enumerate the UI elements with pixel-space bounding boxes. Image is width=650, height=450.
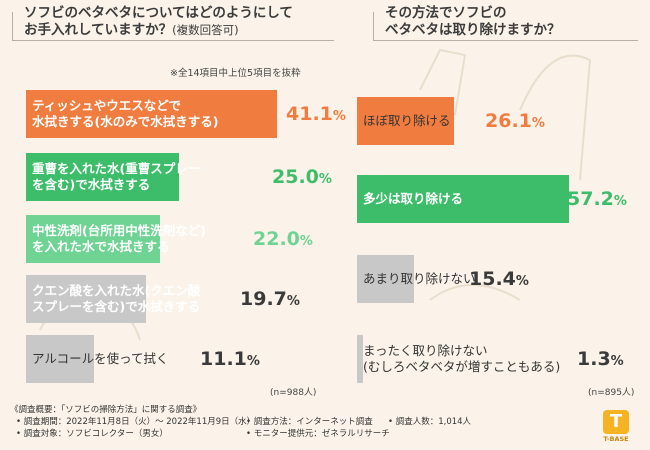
bar-2	[357, 175, 569, 223]
note-text: ※全14項目中上位5項目を抜粋	[170, 68, 301, 79]
bar-label-line: 水拭きする(水のみで水拭きする)	[32, 114, 219, 129]
bar-value-4: 19.7%	[240, 289, 300, 312]
value-number: 15.4	[469, 268, 516, 290]
value-unit: %	[286, 294, 300, 309]
right-panel: その方法でソフビの ベタベタは取り除けますか？ ほぼ取り除ける 26.1% 多少は取…	[345, 0, 650, 405]
bar-value-1: 41.1%	[286, 104, 346, 127]
survey-target: • 調査対象：ソフビコレクター（男女）	[16, 429, 168, 439]
value-number: 57.2	[567, 188, 614, 210]
bar-label-3: 中性洗剤(台所用中性洗剤など) を入れた水で水拭きする	[32, 223, 206, 255]
value-number: 1.3	[577, 348, 611, 370]
value-number: 19.7	[240, 288, 287, 310]
bar-1	[357, 97, 454, 145]
bar-label-4: クエン酸を入れた水(クエン酸 スプレーを含む)で水拭きする	[32, 283, 200, 315]
bar-value-2: 57.2%	[567, 189, 627, 212]
bar-label-line: あまり取り除けない	[363, 271, 476, 286]
bar-label-line: 多少は取り除ける	[363, 191, 464, 206]
bar-value-1: 26.1%	[485, 111, 545, 134]
left-panel: ソフビのベタベタについてはどのようにして お手入れしていますか？(複数回答可) …	[0, 0, 346, 405]
value-unit: %	[318, 172, 332, 187]
value-number: 11.1	[200, 348, 247, 370]
t-base-logo: T T-BASE	[596, 410, 636, 446]
bar-value-2: 25.0%	[272, 167, 332, 190]
bar-label-line: を入れた水で水拭きする	[32, 239, 170, 254]
bar-label-line: を含む)で水拭きする	[32, 177, 151, 192]
value-unit: %	[299, 234, 313, 249]
sample-size: (n=988人)	[270, 388, 317, 398]
value-unit: %	[246, 354, 260, 369]
bar-3	[357, 255, 414, 303]
question-title: ソフビのベタベタについてはどのようにして お手入れしていますか？(複数回答可)	[24, 5, 293, 38]
value-unit: %	[515, 274, 529, 289]
bar-label-line: 中性洗剤(台所用中性洗剤など)	[32, 223, 206, 238]
bar-label-line: スプレーを含む)で水拭きする	[32, 299, 201, 314]
bar-label-line: ほぼ取り除ける	[363, 113, 451, 128]
value-number: 41.1	[286, 103, 333, 125]
bar-label-1: ほぼ取り除ける	[363, 113, 451, 129]
bar-2	[26, 153, 179, 201]
logo-mark: T	[603, 410, 629, 434]
bar-label-4: まったく取り除けない (むしろベタベタが増すこともある)	[363, 343, 560, 375]
value-number: 22.0	[253, 228, 300, 250]
sample-size: (n=895人)	[588, 388, 635, 398]
title-underline	[373, 40, 638, 41]
bar-4	[357, 335, 363, 383]
survey-count: • 調査人数：1,014人	[388, 417, 472, 427]
bar-value-3: 22.0%	[253, 229, 313, 252]
bar-3	[26, 215, 161, 263]
bar-value-4: 1.3%	[577, 349, 624, 372]
logo-wordmark: T-BASE	[603, 435, 629, 443]
value-unit: %	[613, 194, 627, 209]
bar-label-1: ティッシュやウエスなどで 水拭きする(水のみで水拭きする)	[32, 98, 218, 130]
title-underline	[12, 40, 334, 41]
bar-label-line: ティッシュやウエスなどで	[32, 98, 182, 113]
question-title: その方法でソフビの ベタベタは取り除けますか？	[385, 5, 561, 38]
monitor-provider: • モニター提供元：ゼネラルリサーチ	[246, 429, 390, 439]
bar-4	[26, 275, 147, 323]
bar-label-5: アルコールを使って拭く	[32, 351, 169, 367]
value-number: 26.1	[485, 110, 532, 132]
value-unit: %	[531, 116, 545, 131]
title-accent	[373, 12, 374, 40]
bar-label-2: 重曹を入れた水(重曹スプレー を含む)で水拭きする	[32, 161, 200, 193]
value-unit: %	[610, 354, 624, 369]
bar-value-5: 11.1%	[200, 349, 260, 372]
value-unit: %	[332, 109, 346, 124]
survey-period: • 調査期間：2022年11月8日（火）～ 2022年11月9日（水）	[16, 417, 256, 427]
bar-value-3: 15.4%	[469, 269, 529, 292]
bar-1	[26, 90, 277, 138]
bar-label-line: 重曹を入れた水(重曹スプレー	[32, 161, 201, 176]
bar-label-line: アルコールを使って拭く	[32, 351, 169, 366]
overview-title: 《調査概要：「ソフビの掃除方法」に関する調査》	[10, 405, 202, 415]
survey-method: • 調査方法：インターネット調査	[246, 417, 373, 427]
title-accent	[12, 12, 13, 40]
bar-label-line: (むしろベタベタが増すこともある)	[363, 359, 561, 374]
bar-label-3: あまり取り除けない	[363, 271, 476, 287]
bar-label-line: まったく取り除けない	[363, 343, 488, 358]
bar-label-line: クエン酸を入れた水(クエン酸	[32, 283, 201, 298]
bar-label-2: 多少は取り除ける	[363, 191, 463, 207]
value-number: 25.0	[272, 166, 319, 188]
bar-5	[26, 335, 94, 383]
